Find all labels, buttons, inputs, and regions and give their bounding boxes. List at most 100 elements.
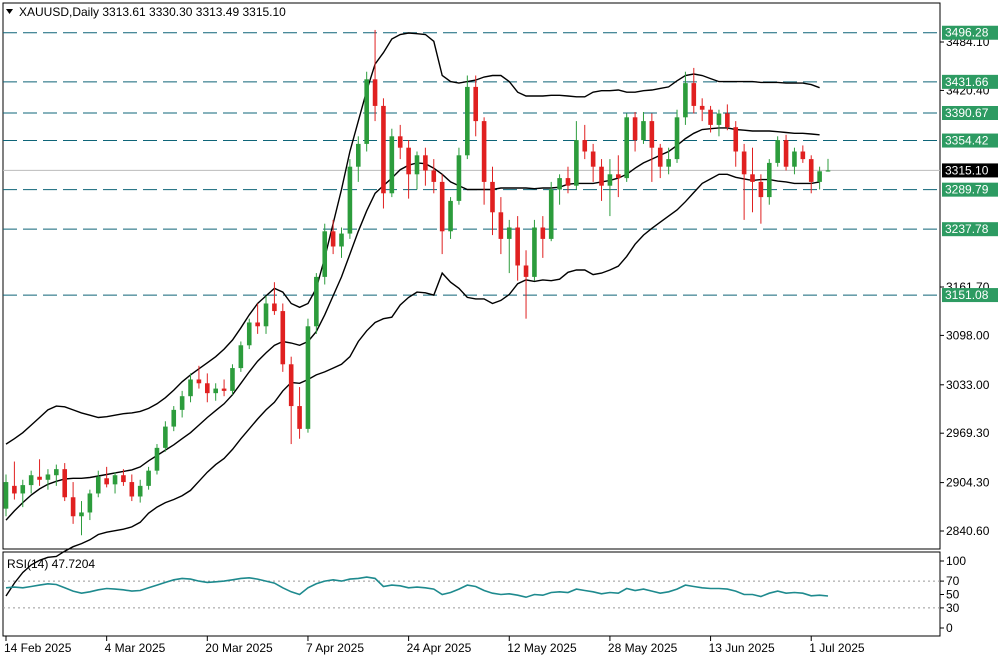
time-tick-label: 20 Mar 2025 xyxy=(205,641,273,655)
candle-body xyxy=(590,151,596,167)
level-label-box xyxy=(942,222,998,237)
candle xyxy=(322,223,328,285)
candle xyxy=(95,470,101,498)
candle xyxy=(758,174,764,224)
candle-body xyxy=(70,497,76,517)
candle xyxy=(766,159,772,205)
candle-body xyxy=(347,166,353,234)
candle xyxy=(590,143,596,182)
time-tick-label: 28 May 2025 xyxy=(608,641,678,655)
level-label: 3431.66 xyxy=(945,75,989,89)
rsi-tick-label: 50 xyxy=(946,588,960,602)
candle-body xyxy=(431,170,437,182)
candle xyxy=(565,166,571,194)
level-label: 3289.79 xyxy=(945,183,989,197)
candle xyxy=(45,469,51,490)
caret-down-icon[interactable] xyxy=(6,9,13,14)
candle xyxy=(255,303,260,334)
candle xyxy=(725,104,730,131)
candle-body xyxy=(750,174,755,182)
candle-body xyxy=(473,86,479,122)
candle-body xyxy=(725,113,730,128)
candle xyxy=(465,75,470,160)
candle xyxy=(154,444,160,475)
candle-body xyxy=(649,121,655,148)
level-label: 3354.42 xyxy=(945,134,989,148)
candle-body xyxy=(263,303,269,327)
candle-body xyxy=(238,345,244,369)
level-label-box xyxy=(942,133,998,148)
candle-body xyxy=(255,322,260,327)
candle xyxy=(817,166,822,190)
candle-body xyxy=(439,181,445,232)
candle xyxy=(691,67,697,114)
candle xyxy=(490,166,495,236)
candle xyxy=(205,373,210,403)
rsi-line xyxy=(5,576,829,599)
candle xyxy=(649,113,655,182)
candle xyxy=(599,159,604,201)
candle xyxy=(414,151,420,190)
candle-body xyxy=(624,117,629,179)
candle-body xyxy=(330,231,336,247)
candle xyxy=(540,216,546,258)
time-tick-label: 12 May 2025 xyxy=(507,641,577,655)
candle xyxy=(364,71,369,152)
symbol-header: XAUUSD,Daily 3313.61 3330.30 3313.49 331… xyxy=(19,5,286,19)
candle xyxy=(448,197,453,239)
candle-body xyxy=(381,105,386,194)
candle-body xyxy=(548,189,554,239)
candle xyxy=(188,373,193,403)
candle-body xyxy=(305,326,311,429)
candle-body xyxy=(515,227,520,266)
candle xyxy=(381,98,386,209)
candle xyxy=(263,295,269,334)
candle-body xyxy=(540,227,546,239)
candle-body xyxy=(79,512,84,517)
candle xyxy=(213,383,218,401)
candle-body xyxy=(792,151,797,167)
price-tick-label: 2969.30 xyxy=(946,426,990,440)
candle-body xyxy=(423,155,428,171)
price-tick-label: 2840.60 xyxy=(946,524,990,538)
candle xyxy=(431,159,437,194)
candle xyxy=(146,466,151,490)
candle xyxy=(12,461,17,500)
candle xyxy=(238,341,244,372)
candle xyxy=(481,117,487,205)
candle-body xyxy=(37,476,42,480)
candle xyxy=(548,181,554,242)
candle xyxy=(498,197,504,255)
bollinger-bands xyxy=(5,32,820,597)
candle xyxy=(330,219,336,255)
candle-body xyxy=(506,227,512,239)
candle-body xyxy=(733,127,739,152)
candle-body xyxy=(45,474,51,480)
candle xyxy=(28,470,34,494)
candle xyxy=(54,464,59,486)
rsi-tick-label: 30 xyxy=(946,601,960,615)
rsi-header: RSI(14) 47.7204 xyxy=(7,557,95,571)
candle xyxy=(557,174,562,205)
price-tick-label: 3098.00 xyxy=(946,328,990,342)
candle xyxy=(372,29,378,122)
candle xyxy=(523,250,529,319)
candle xyxy=(347,159,353,239)
candle-body xyxy=(230,368,235,391)
candle xyxy=(70,482,76,524)
candle-body xyxy=(272,303,277,312)
candle xyxy=(297,387,302,439)
candle xyxy=(632,111,638,152)
price-tick-label: 3033.00 xyxy=(946,378,990,392)
candle-body xyxy=(28,475,34,486)
candle xyxy=(733,121,739,167)
candle-body xyxy=(314,276,319,327)
candle xyxy=(104,466,109,488)
candle xyxy=(355,136,361,182)
candle-body xyxy=(641,121,646,141)
candle-body xyxy=(490,181,495,213)
candle-body xyxy=(808,159,814,182)
candle-body xyxy=(523,265,529,277)
candle-body xyxy=(246,322,252,346)
time-tick-label: 24 Apr 2025 xyxy=(407,641,472,655)
